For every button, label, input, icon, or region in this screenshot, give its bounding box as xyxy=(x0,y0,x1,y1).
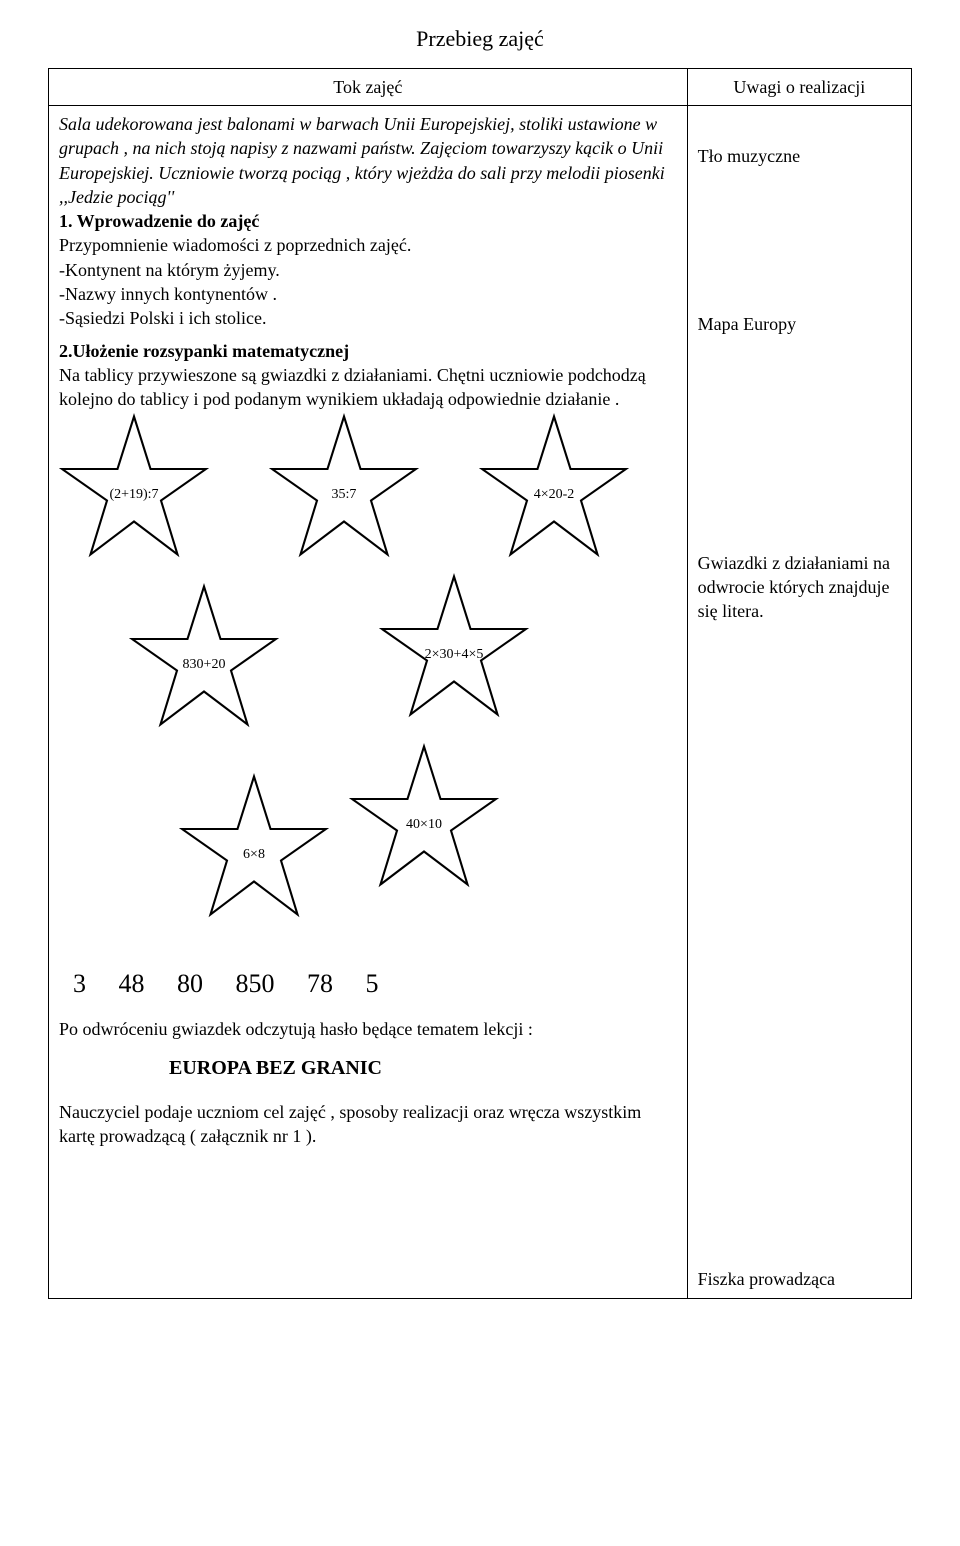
results-line: 3 48 80 850 78 5 xyxy=(59,952,677,1011)
right-note-2: Mapa Europy xyxy=(698,312,901,336)
star-4: 830+20 xyxy=(129,582,279,732)
star-1-label: (2+19):7 xyxy=(109,486,158,505)
page-title: Przebieg zajęć xyxy=(48,24,912,54)
star-7: 40×10 xyxy=(349,742,499,892)
star-1: (2+19):7 xyxy=(59,412,209,562)
sec1-title: 1. Wprowadzenie do zajęć xyxy=(59,209,677,233)
star-2-label: 35:7 xyxy=(332,486,357,505)
right-note-1: Tło muzyczne xyxy=(698,144,901,168)
header-left: Tok zajęć xyxy=(49,68,688,105)
star-5: 2×30+4×5 xyxy=(379,572,529,722)
sec2-title: 2.Ułożenie rozsypanki matematycznej xyxy=(59,339,677,363)
body-right: Tło muzyczne Mapa Europy Gwiazdki z dzia… xyxy=(687,105,911,1298)
intro-italic: Sala udekorowana jest balonami w barwach… xyxy=(59,112,677,209)
star-3: 4×20-2 xyxy=(479,412,629,562)
europa-title: EUROPA BEZ GRANIC xyxy=(59,1055,677,1082)
after-results: Po odwróceniu gwiazdek odczytują hasło b… xyxy=(59,1017,677,1041)
sec1-line1: Przypomnienie wiadomości z poprzednich z… xyxy=(59,233,677,257)
result-3: 850 xyxy=(236,966,275,1001)
right-note-4: Fiszka prowadząca xyxy=(698,1267,901,1291)
right-note-3: Gwiazdki z działaniami na odwrocie który… xyxy=(698,551,901,624)
star-4-label: 830+20 xyxy=(183,656,226,675)
star-7-label: 40×10 xyxy=(406,816,442,835)
result-1: 48 xyxy=(119,966,145,1001)
sec2-body: Na tablicy przywieszone są gwiazdki z dz… xyxy=(59,363,677,412)
sec1-item3: -Sąsiedzi Polski i ich stolice. xyxy=(59,306,677,330)
header-right: Uwagi o realizacji xyxy=(687,68,911,105)
main-table: Tok zajęć Uwagi o realizacji Sala udekor… xyxy=(48,68,912,1299)
result-5: 5 xyxy=(366,966,379,1001)
result-4: 78 xyxy=(307,966,333,1001)
stars-area: (2+19):7 35:7 4×20-2 830+20 2×30+4×5 xyxy=(59,412,677,952)
star-6: 6×8 xyxy=(179,772,329,922)
star-5-label: 2×30+4×5 xyxy=(425,646,484,665)
sec1-item2: -Nazwy innych kontynentów . xyxy=(59,282,677,306)
star-6-label: 6×8 xyxy=(243,846,265,865)
star-3-label: 4×20-2 xyxy=(534,486,575,505)
sec1-item1: -Kontynent na którym żyjemy. xyxy=(59,258,677,282)
body-left: Sala udekorowana jest balonami w barwach… xyxy=(49,105,688,1298)
star-2: 35:7 xyxy=(269,412,419,562)
result-2: 80 xyxy=(177,966,203,1001)
closing: Nauczyciel podaje uczniom cel zajęć , sp… xyxy=(59,1100,677,1149)
result-0: 3 xyxy=(73,966,86,1001)
